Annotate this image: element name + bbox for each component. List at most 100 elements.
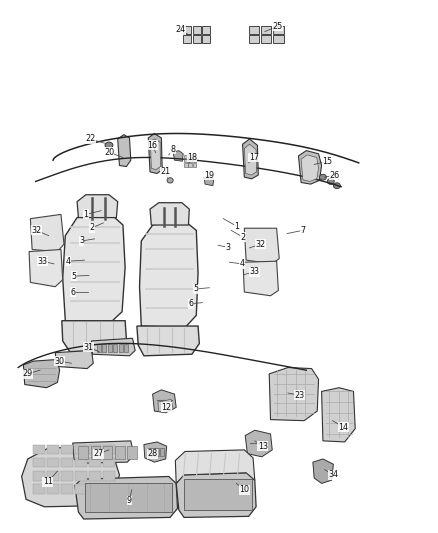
Bar [193,155,196,158]
Bar [97,344,101,352]
Text: 13: 13 [258,442,268,451]
Text: 10: 10 [239,485,249,494]
Text: 14: 14 [339,423,349,432]
Polygon shape [21,446,120,507]
Text: 30: 30 [55,357,65,366]
Polygon shape [244,144,257,175]
Bar [33,445,45,454]
Text: 3: 3 [79,237,84,246]
Bar [119,344,123,352]
Bar [124,344,128,352]
Bar [47,484,59,494]
Polygon shape [29,249,63,287]
Bar [89,471,101,481]
Bar [184,479,252,510]
Text: 27: 27 [94,449,104,458]
Text: 33: 33 [250,268,260,276]
Bar [184,159,187,163]
Ellipse shape [327,179,334,184]
Text: 6: 6 [70,287,75,296]
Bar [61,445,73,454]
Polygon shape [176,473,256,518]
Text: 33: 33 [37,257,47,265]
Bar [193,164,196,166]
Text: 17: 17 [249,153,259,162]
Text: 31: 31 [84,343,94,352]
Text: 12: 12 [162,403,172,412]
Bar [103,484,115,494]
Bar [61,471,73,481]
Bar [249,35,259,43]
Text: 7: 7 [300,226,305,235]
Polygon shape [63,212,125,322]
Bar [193,26,201,34]
Text: 11: 11 [43,478,53,486]
Text: 32: 32 [32,226,42,235]
Bar [273,35,284,43]
Bar [183,26,191,34]
Text: 3: 3 [225,243,230,252]
Text: 5: 5 [194,284,199,293]
Text: 6: 6 [188,299,193,308]
Bar [154,448,159,456]
Polygon shape [62,321,127,352]
Polygon shape [173,151,183,161]
Text: 18: 18 [187,153,197,162]
Bar [103,458,115,467]
Bar [193,159,196,163]
Bar [273,26,284,34]
Bar [261,35,272,43]
Polygon shape [140,220,198,328]
Text: 32: 32 [255,240,265,249]
Bar [33,471,45,481]
Polygon shape [243,139,258,179]
Text: 1: 1 [234,222,239,231]
Bar [115,446,125,459]
Bar [75,458,87,467]
Polygon shape [301,155,318,181]
Polygon shape [175,450,255,483]
Polygon shape [243,261,279,296]
Text: 1: 1 [83,210,88,219]
Text: 29: 29 [23,369,33,378]
Text: 28: 28 [148,449,158,458]
Text: 4: 4 [239,260,244,268]
Bar [91,446,100,459]
Text: 4: 4 [66,257,71,265]
Bar [103,471,115,481]
Ellipse shape [319,174,326,180]
Bar [47,445,59,454]
Bar [89,484,101,494]
Bar [61,458,73,467]
Polygon shape [298,151,321,184]
Polygon shape [321,387,355,442]
Bar [61,484,73,494]
Text: 24: 24 [176,26,186,35]
Bar [188,159,192,163]
Bar [47,458,59,467]
Bar [102,344,106,352]
Text: 34: 34 [328,471,339,479]
Text: 9: 9 [127,496,132,505]
Polygon shape [150,203,189,225]
Text: 8: 8 [171,145,176,154]
Bar [89,458,101,467]
Polygon shape [23,360,60,387]
Text: 26: 26 [330,171,340,180]
Text: 2: 2 [240,233,246,242]
Text: 15: 15 [322,157,332,166]
Bar [33,458,45,467]
Bar [160,448,164,456]
Bar [249,26,259,34]
Bar [183,35,191,43]
Bar [85,483,172,512]
Bar [202,26,210,34]
Bar [108,344,112,352]
Bar [148,448,152,456]
Polygon shape [204,176,214,185]
Polygon shape [118,135,131,166]
Ellipse shape [105,142,113,149]
Bar [188,164,192,166]
Bar [103,446,113,459]
Text: 25: 25 [273,22,283,31]
